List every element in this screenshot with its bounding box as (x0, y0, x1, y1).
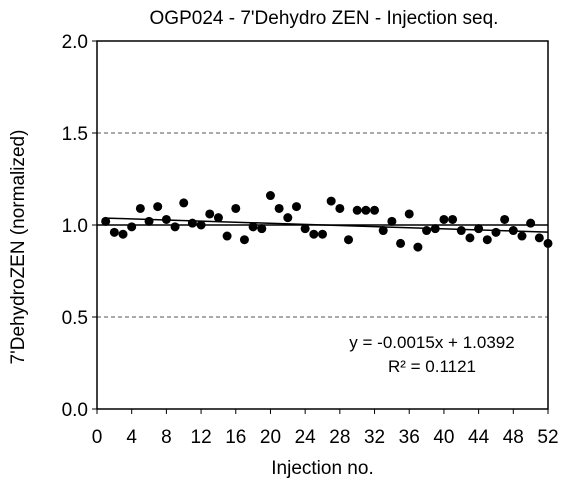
data-point (517, 231, 527, 241)
data-point (352, 205, 362, 215)
x-tick-label: 48 (503, 427, 524, 448)
data-point (474, 224, 484, 234)
data-point (526, 218, 536, 228)
data-point (153, 202, 163, 212)
data-point (300, 224, 310, 234)
data-point (543, 238, 553, 248)
data-point (500, 214, 510, 224)
data-point (387, 216, 397, 226)
data-point (404, 209, 414, 219)
data-point (179, 198, 189, 208)
data-point (396, 238, 406, 248)
data-points (101, 191, 553, 252)
x-tick-label: 0 (92, 427, 103, 448)
data-point (248, 222, 258, 232)
data-point (118, 229, 128, 239)
x-tick-label: 4 (126, 427, 137, 448)
data-point (309, 229, 319, 239)
data-point (187, 218, 197, 228)
data-point (144, 216, 154, 226)
data-point (318, 229, 327, 239)
data-point (239, 235, 249, 245)
trendline-equation: y = -0.0015x + 1.0392 (349, 333, 514, 352)
data-point (135, 203, 145, 213)
data-point (196, 220, 206, 230)
data-point (127, 222, 137, 232)
x-tick-label: 28 (329, 427, 350, 448)
x-tick-label: 40 (433, 427, 454, 448)
x-tick-label: 12 (191, 427, 212, 448)
data-point (109, 227, 119, 237)
data-point (439, 214, 449, 224)
data-point (274, 203, 284, 213)
data-point (257, 224, 267, 234)
data-point (491, 227, 501, 237)
data-point (205, 209, 215, 219)
y-axis-title: 7'DehydroZEN (normalized) (8, 130, 29, 365)
x-axis-ticks: 0 4 8 12 16 20 24 28 32 36 40 44 48 52 (92, 409, 559, 448)
data-point (456, 226, 466, 236)
data-point (213, 213, 223, 223)
data-point (413, 242, 423, 252)
x-tick-label: 32 (364, 427, 385, 448)
data-point (422, 226, 432, 236)
x-axis-title: Injection no. (271, 458, 373, 479)
y-tick-label: 0.0 (62, 400, 88, 421)
x-tick-label: 44 (468, 427, 490, 448)
data-point (326, 196, 336, 206)
trendline-r-squared: R² = 0.1121 (388, 357, 476, 376)
data-point (170, 222, 180, 232)
data-point (222, 231, 232, 241)
y-tick-label: 2.0 (62, 32, 88, 53)
chart-title: OGP024 - 7'Dehydro ZEN - Injection seq. (150, 8, 499, 29)
x-tick-label: 24 (295, 427, 317, 448)
x-tick-label: 16 (225, 427, 246, 448)
y-tick-label: 1.0 (62, 216, 88, 237)
x-tick-label: 20 (260, 427, 281, 448)
y-tick-label: 0.5 (62, 308, 88, 329)
data-point (534, 233, 544, 243)
data-point (291, 202, 301, 212)
data-point (378, 226, 388, 236)
data-point (231, 203, 241, 213)
data-point (265, 191, 275, 201)
y-axis-ticks: 0.0 0.5 1.0 1.5 2.0 (62, 32, 97, 421)
data-point (283, 213, 293, 223)
x-tick-label: 52 (537, 427, 558, 448)
data-point (482, 235, 492, 245)
grid-lines (97, 132, 548, 318)
y-tick-label: 1.5 (62, 124, 88, 145)
data-point (370, 205, 380, 215)
x-tick-label: 8 (161, 427, 172, 448)
data-point (430, 224, 440, 234)
data-point (344, 235, 354, 245)
data-point (161, 214, 171, 224)
data-point (465, 233, 475, 243)
data-point (101, 216, 111, 226)
data-point (508, 226, 518, 236)
data-point (335, 203, 345, 213)
x-tick-label: 36 (399, 427, 420, 448)
data-point (448, 214, 458, 224)
data-point (361, 205, 371, 215)
